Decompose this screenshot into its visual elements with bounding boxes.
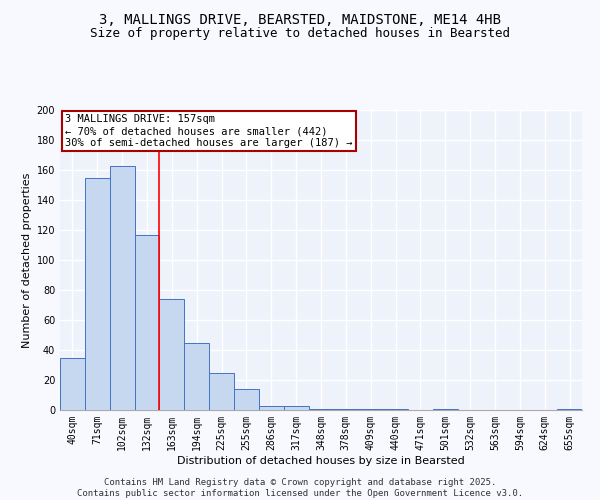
Bar xyxy=(334,408,358,410)
Text: 3, MALLINGS DRIVE, BEARSTED, MAIDSTONE, ME14 4HB: 3, MALLINGS DRIVE, BEARSTED, MAIDSTONE, … xyxy=(99,12,501,26)
Bar xyxy=(433,408,458,410)
Bar xyxy=(308,408,334,410)
Bar xyxy=(85,178,110,410)
Text: 3 MALLINGS DRIVE: 157sqm
← 70% of detached houses are smaller (442)
30% of semi-: 3 MALLINGS DRIVE: 157sqm ← 70% of detach… xyxy=(65,114,353,148)
Bar xyxy=(557,408,582,410)
Text: Size of property relative to detached houses in Bearsted: Size of property relative to detached ho… xyxy=(90,28,510,40)
Bar xyxy=(259,406,284,410)
Y-axis label: Number of detached properties: Number of detached properties xyxy=(22,172,32,348)
Text: Contains HM Land Registry data © Crown copyright and database right 2025.
Contai: Contains HM Land Registry data © Crown c… xyxy=(77,478,523,498)
Bar xyxy=(60,358,85,410)
Bar xyxy=(110,166,134,410)
Bar xyxy=(234,389,259,410)
Bar xyxy=(383,408,408,410)
Bar xyxy=(160,299,184,410)
Bar xyxy=(358,408,383,410)
X-axis label: Distribution of detached houses by size in Bearsted: Distribution of detached houses by size … xyxy=(177,456,465,466)
Bar xyxy=(184,342,209,410)
Bar xyxy=(284,406,308,410)
Bar xyxy=(209,372,234,410)
Bar xyxy=(134,234,160,410)
